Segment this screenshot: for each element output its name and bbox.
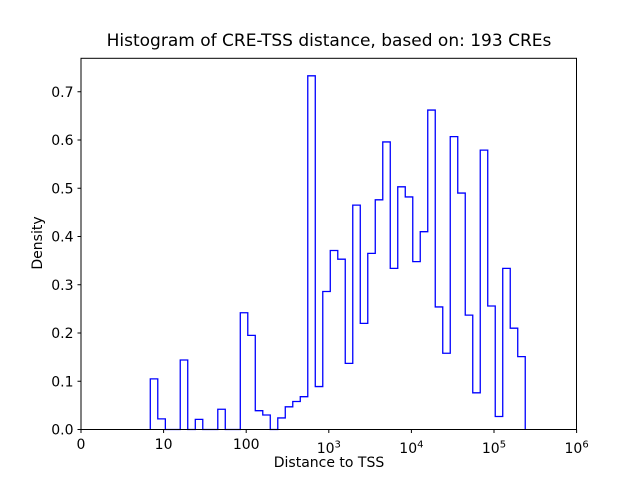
x-tick-label: 0 <box>77 437 86 453</box>
x-tick-label: 103 <box>317 440 341 458</box>
x-tick-label: 104 <box>399 440 423 458</box>
y-tick-label: 0.0 <box>51 423 73 439</box>
chart-title: Histogram of CRE-TSS distance, based on:… <box>106 31 552 51</box>
y-tick-label: 0.3 <box>51 278 73 294</box>
y-tick-label: 0.6 <box>51 133 73 149</box>
y-axis-label: Density <box>30 216 46 270</box>
histogram-outline <box>149 75 526 431</box>
x-tick-label: 10 <box>155 437 173 453</box>
y-tick-label: 0.5 <box>51 181 73 197</box>
y-tick-label: 0.4 <box>51 230 73 246</box>
x-axis-label: Distance to TSS <box>273 455 385 471</box>
x-tick-label: 106 <box>564 440 588 458</box>
x-tick-label: 105 <box>482 440 506 458</box>
x-tick-label: 100 <box>233 437 260 453</box>
y-tick-label: 0.2 <box>51 326 73 342</box>
y-tick-label: 0.7 <box>51 85 73 101</box>
y-tick-label: 0.1 <box>51 374 73 390</box>
